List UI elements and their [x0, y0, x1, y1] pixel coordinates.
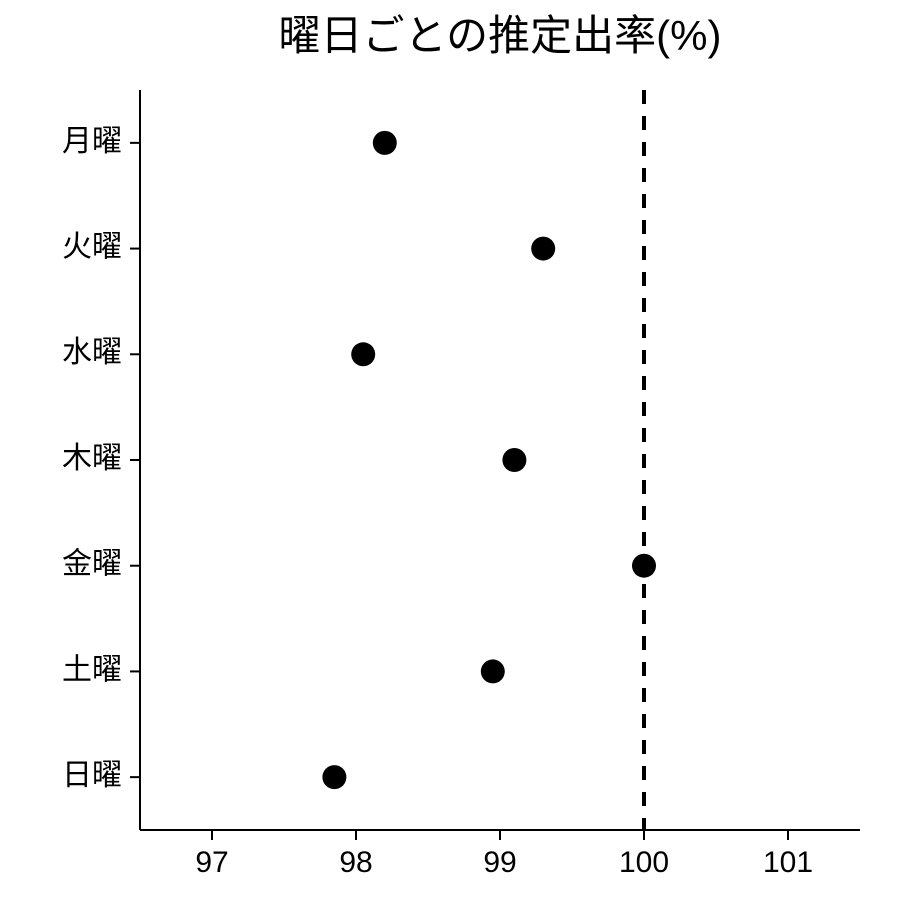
x-tick-label: 100 — [619, 846, 669, 879]
data-point — [531, 237, 555, 261]
data-point — [322, 765, 346, 789]
y-tick-label: 土曜 — [62, 653, 122, 686]
data-point — [632, 554, 656, 578]
y-tick-label: 火曜 — [62, 230, 122, 263]
x-tick-label: 101 — [763, 846, 813, 879]
x-tick-label: 97 — [195, 846, 228, 879]
y-tick-label: 金曜 — [62, 548, 122, 581]
data-point — [502, 448, 526, 472]
y-tick-label: 水曜 — [62, 336, 122, 369]
x-tick-label: 99 — [483, 846, 516, 879]
y-tick-label: 日曜 — [62, 759, 122, 792]
y-tick-label: 月曜 — [62, 125, 122, 158]
dot-plot-chart: 曜日ごとの推定出率(%) 月曜火曜水曜木曜金曜土曜日曜 97 98 99 100 101 — [0, 0, 900, 900]
x-tick-label: 98 — [339, 846, 372, 879]
y-tick-label: 木曜 — [62, 442, 122, 475]
chart-title: 曜日ごとの推定出率(%) — [279, 12, 722, 59]
data-point — [481, 659, 505, 683]
data-point — [373, 131, 397, 155]
data-point — [351, 342, 375, 366]
